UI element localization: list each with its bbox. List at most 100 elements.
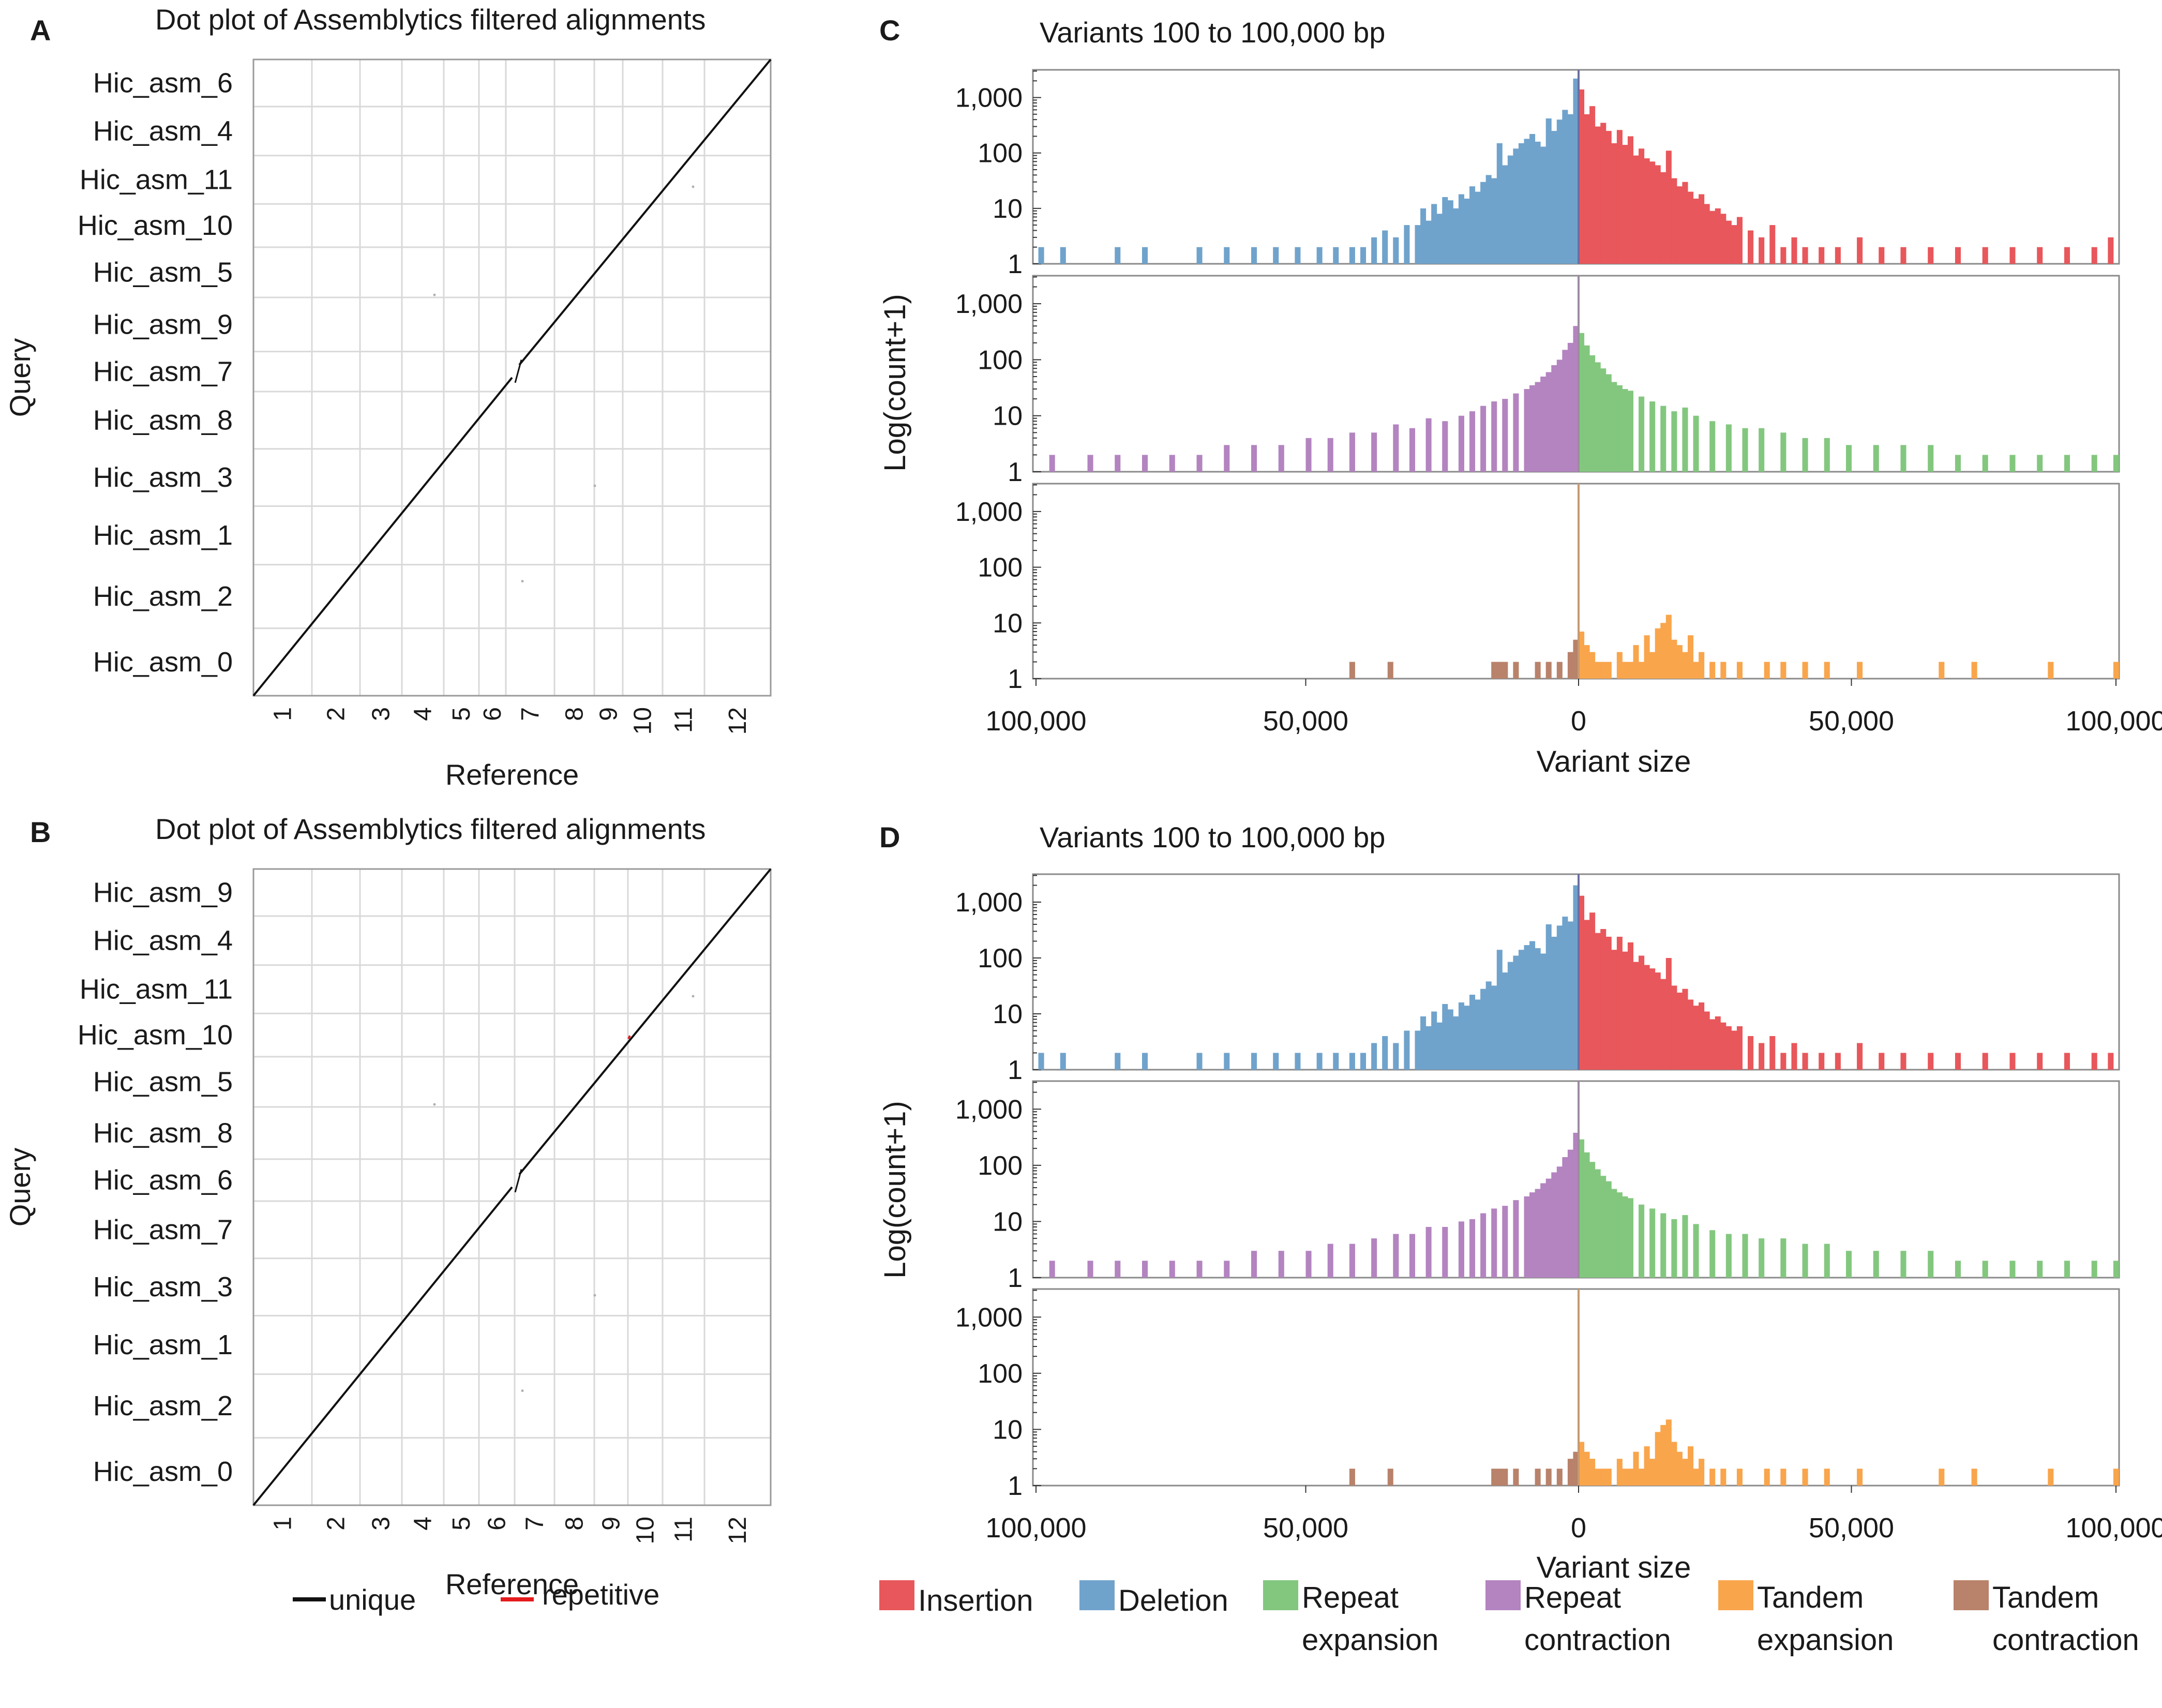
histogram-bar xyxy=(1513,393,1519,472)
histogram-bar xyxy=(1420,208,1427,264)
histogram-bar xyxy=(1704,204,1710,264)
histogram-bar xyxy=(1982,1053,1988,1070)
histogram-bar xyxy=(1720,214,1726,264)
histogram-bar xyxy=(1491,985,1497,1070)
histogram-bar xyxy=(2113,455,2119,472)
histogram-bar xyxy=(1660,979,1666,1070)
histogram-bar xyxy=(1622,1196,1628,1278)
legend-label-repeat_expansion: Repeat xyxy=(1302,1581,1399,1614)
histogram-bar xyxy=(1693,198,1699,264)
histogram-bar xyxy=(1955,247,1961,264)
histogram-bar xyxy=(1196,455,1203,472)
histogram-bar xyxy=(1693,1224,1699,1278)
histogram-bar xyxy=(1425,1026,1432,1070)
histogram-bar xyxy=(1802,438,1808,472)
histogram-bar xyxy=(1900,247,1906,264)
histogram-bar xyxy=(2113,662,2119,679)
histogram-bar xyxy=(1049,455,1055,472)
histogram-bar xyxy=(1725,424,1732,472)
x-tick-label: 0 xyxy=(1571,1512,1586,1544)
y-tick-label: 1,000 xyxy=(955,1302,1023,1332)
y-tick-label: Hic_asm_0 xyxy=(93,647,233,678)
histogram-bar xyxy=(1611,1189,1617,1278)
x-tick-label: 12 xyxy=(724,707,752,735)
histogram-bar xyxy=(1900,445,1906,472)
legend-swatch-deletion xyxy=(1079,1580,1115,1610)
y-tick-label: 10 xyxy=(993,194,1023,224)
histogram-bar xyxy=(1360,1053,1367,1070)
histogram-bar xyxy=(1551,131,1557,264)
dotplot-title: Dot plot of Assemblytics filtered alignm… xyxy=(155,3,705,36)
y-tick-label: Hic_asm_4 xyxy=(93,925,233,956)
x-tick-label: 4 xyxy=(410,1517,437,1531)
histogram-bar xyxy=(1060,247,1066,264)
y-tick-label: 10 xyxy=(993,401,1023,431)
histogram-bar xyxy=(1688,635,1694,679)
x-tick-label: 10 xyxy=(629,707,657,735)
histogram-bar xyxy=(1649,161,1656,264)
histogram-bar xyxy=(1780,1469,1786,1486)
histogram-bar xyxy=(1725,1234,1732,1278)
y-tick-label: 10 xyxy=(993,608,1023,638)
x-tick-label: 11 xyxy=(670,707,698,733)
histogram-bar xyxy=(1393,1234,1399,1278)
histogram-bar xyxy=(1780,662,1786,679)
alignment-repetitive xyxy=(627,1035,631,1040)
x-tick-label: 10 xyxy=(632,1517,659,1544)
histogram-bar xyxy=(2113,1469,2119,1486)
histogram-bar xyxy=(1404,225,1410,264)
histogram-bar xyxy=(1824,1243,1830,1278)
histogram-bar xyxy=(1567,342,1573,472)
histogram-bar xyxy=(1371,237,1377,264)
histogram-bar xyxy=(1518,950,1524,1070)
histogram-bar xyxy=(1605,936,1612,1070)
histogram-bar xyxy=(1589,652,1596,679)
histogram-bar xyxy=(1491,1469,1497,1486)
histogram-bar xyxy=(1502,1469,1508,1486)
histogram-bar xyxy=(1611,382,1617,472)
histogram-bar xyxy=(1660,1425,1666,1486)
histogram-bar xyxy=(1605,131,1612,264)
histogram-bar xyxy=(1639,1204,1645,1278)
histogram-bar xyxy=(2091,247,2097,264)
x-axis-label: Reference xyxy=(445,758,579,791)
x-tick-label: 100,000 xyxy=(2065,706,2162,737)
histogram-bar xyxy=(1622,951,1628,1070)
histogram-bar xyxy=(1447,200,1453,264)
histogram-bar xyxy=(1142,1053,1148,1070)
alignment-dot xyxy=(521,580,524,583)
histogram-bar xyxy=(1639,1469,1645,1486)
histogram-bar xyxy=(1349,247,1355,264)
x-tick-label: 9 xyxy=(598,1517,625,1531)
histogram-bar xyxy=(1556,359,1563,472)
histogram-bar xyxy=(1639,662,1645,679)
histogram-bar xyxy=(1196,1261,1203,1278)
x-tick-label: 9 xyxy=(595,707,623,721)
histogram-bar xyxy=(1616,652,1623,679)
histogram-bar xyxy=(1682,988,1688,1070)
x-tick-label: 11 xyxy=(670,1517,698,1542)
histogram-bar xyxy=(1731,1030,1737,1070)
alignment-dot xyxy=(433,1103,436,1106)
histogram-bar xyxy=(1545,118,1552,264)
histogram-bar xyxy=(1928,445,1934,472)
histogram-bar xyxy=(1600,1469,1607,1486)
histogram-bar xyxy=(1616,1459,1623,1486)
histogram-bar xyxy=(1616,385,1623,472)
histogram-bar xyxy=(1349,1469,1355,1486)
histogram-bar xyxy=(1835,247,1841,264)
histogram-bar xyxy=(1142,1261,1148,1278)
histogram-bar xyxy=(1556,662,1563,679)
histogram-bar xyxy=(1644,635,1650,679)
histogram-bar xyxy=(1699,1459,1705,1486)
histogram-bar xyxy=(1425,220,1432,264)
histogram-bar xyxy=(2064,247,2070,264)
histogram-bar xyxy=(1524,1196,1530,1278)
histogram-bar xyxy=(1955,455,1961,472)
histogram-bar xyxy=(1513,1469,1519,1486)
histogram-bar xyxy=(1595,1169,1601,1278)
histogram-bar xyxy=(1584,1152,1590,1278)
histogram-bar xyxy=(1453,1016,1459,1070)
y-axis-label: Query xyxy=(4,338,36,417)
histogram-bar xyxy=(1699,652,1705,679)
